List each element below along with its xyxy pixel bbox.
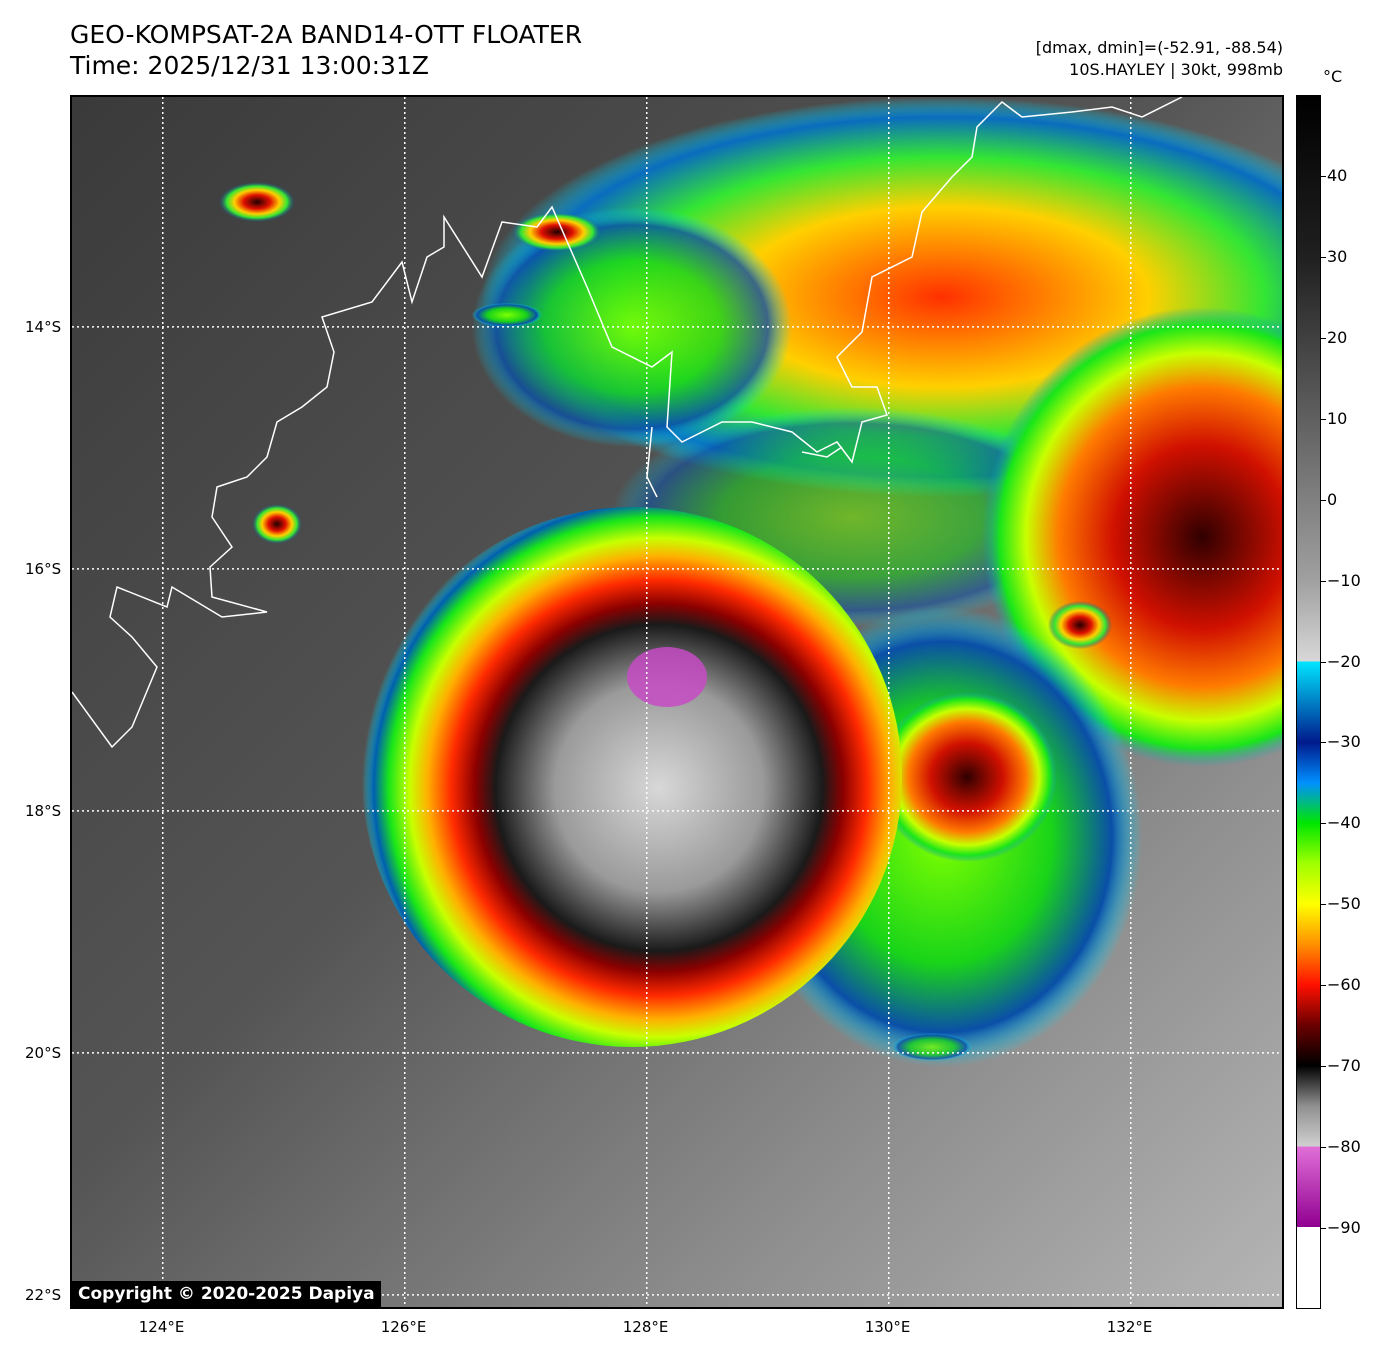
lon-tick-label: 124°E	[138, 1318, 185, 1336]
colorbar-tick	[1321, 1147, 1326, 1149]
gridlines	[72, 97, 1282, 1307]
lat-tick-label: 18°S	[25, 801, 62, 820]
colorbar-tick	[1321, 1228, 1326, 1230]
southeast-cell	[877, 692, 1057, 862]
cell-north	[512, 212, 602, 252]
colorbar-tick	[1321, 175, 1326, 177]
cell-coast	[252, 504, 302, 544]
cell-south	[892, 1033, 972, 1061]
cell-northwest	[219, 182, 295, 222]
colorbar-tick-label: 40	[1327, 165, 1348, 185]
colorbar-tick	[1321, 256, 1326, 258]
colorbar-tick-label: −60	[1327, 975, 1361, 995]
colorbar-tick-label: 20	[1327, 327, 1348, 347]
colorbar-tick-label: −20	[1327, 651, 1361, 671]
colorbar-tick-label: −80	[1327, 1137, 1361, 1157]
map-canvas	[72, 97, 1282, 1307]
colorbar-tick-label: 0	[1327, 489, 1338, 509]
colorbar-tick	[1321, 823, 1326, 825]
storm-info: 10S.HAYLEY | 30kt, 998mb	[1069, 60, 1283, 79]
colorbar-tick-label: −40	[1327, 813, 1361, 833]
colorbar-tick	[1321, 1066, 1326, 1068]
lon-tick-label: 130°E	[864, 1318, 911, 1336]
colorbar-tick	[1321, 661, 1326, 663]
satellite-map	[70, 95, 1284, 1309]
colorbar-tick	[1321, 499, 1326, 501]
colorbar-tick	[1321, 985, 1326, 987]
colorbar-tick-label: −10	[1327, 570, 1361, 590]
copyright-notice: Copyright © 2020-2025 Dapiya	[72, 1281, 381, 1307]
lon-tick-label: 132°E	[1106, 1318, 1153, 1336]
storm-cdo	[362, 507, 902, 1047]
lat-tick-label: 22°S	[25, 1285, 62, 1304]
lat-tick-label: 20°S	[25, 1043, 62, 1062]
lon-tick-label: 126°E	[380, 1318, 427, 1336]
lat-tick-label: 16°S	[25, 559, 62, 578]
colorbar-tick-label: −70	[1327, 1056, 1361, 1076]
colorbar-tick	[1321, 580, 1326, 582]
colorbar-tick-label: −90	[1327, 1218, 1361, 1238]
colorbar-unit: °C	[1323, 67, 1343, 86]
colorbar-tick-label: 30	[1327, 246, 1348, 266]
colorbar-tick	[1321, 742, 1326, 744]
dmax-dmin-info: [dmax, dmin]=(-52.91, -88.54)	[1035, 38, 1283, 57]
colorbar	[1296, 95, 1321, 1309]
cell-band	[472, 303, 542, 327]
colorbar-tick-label: −30	[1327, 732, 1361, 752]
colorbar-tick	[1321, 904, 1326, 906]
colorbar-tick-label: −50	[1327, 894, 1361, 914]
colorbar-tick-label: 10	[1327, 408, 1348, 428]
cell-east	[1048, 601, 1112, 649]
title-time: Time: 2025/12/31 13:00:31Z	[70, 51, 429, 80]
coldest-tops	[627, 647, 707, 707]
colorbar-tick	[1321, 418, 1326, 420]
colorbar-tick	[1321, 337, 1326, 339]
lat-tick-label: 14°S	[25, 317, 62, 336]
lon-tick-label: 128°E	[622, 1318, 669, 1336]
title-line-1: GEO-KOMPSAT-2A BAND14-OTT FLOATER	[70, 20, 583, 49]
